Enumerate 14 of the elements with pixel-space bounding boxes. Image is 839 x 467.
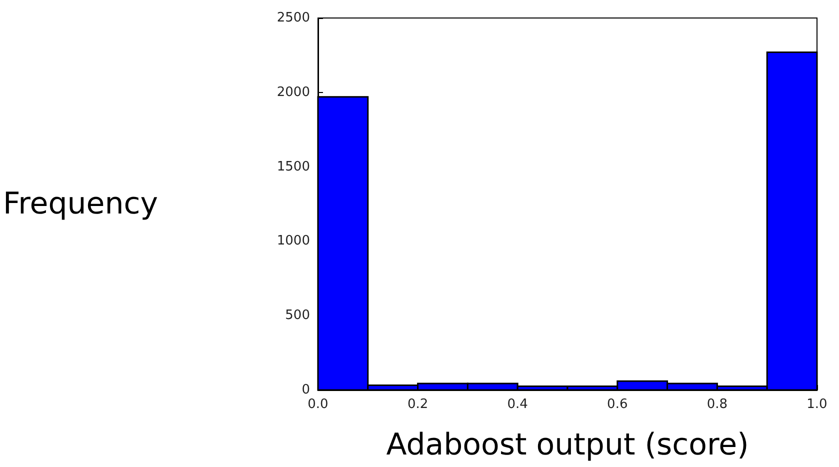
y-axis-title: Frequency: [2, 186, 158, 222]
y-tick-label: 0: [302, 382, 310, 398]
x-tick-label: 0.2: [407, 397, 428, 412]
x-tick-label: 0.8: [706, 397, 728, 412]
x-tick-label: 0.0: [308, 397, 328, 412]
x-tick-label: 0.6: [607, 397, 628, 412]
y-tick-label: 500: [285, 308, 310, 324]
y-tick-label: 2000: [276, 84, 310, 100]
y-tick-label: 1000: [276, 234, 310, 249]
x-tick-label: 0.4: [507, 397, 528, 412]
x-axis-title: Adaboost output (score): [386, 428, 749, 462]
y-tick-label: 1500: [276, 159, 310, 174]
y-tick-label: 2500: [276, 10, 310, 26]
x-tick-label: 1.0: [806, 397, 828, 412]
